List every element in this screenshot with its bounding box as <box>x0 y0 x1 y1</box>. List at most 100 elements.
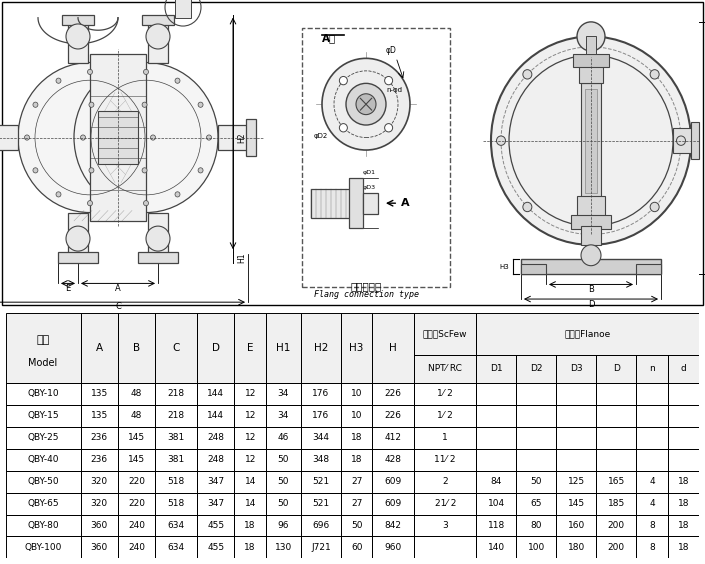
Bar <box>302 28 450 287</box>
Bar <box>341 449 372 470</box>
Bar <box>414 492 477 514</box>
Bar <box>372 536 414 558</box>
Bar <box>80 536 118 558</box>
Bar <box>266 470 301 492</box>
Bar <box>118 492 155 514</box>
Bar <box>246 119 256 156</box>
Circle shape <box>80 135 85 140</box>
Bar <box>301 470 341 492</box>
Bar <box>6 449 80 470</box>
Circle shape <box>175 192 180 197</box>
Bar <box>197 492 234 514</box>
Bar <box>80 536 118 558</box>
Bar <box>155 536 197 558</box>
Bar <box>266 492 301 514</box>
Bar <box>118 449 155 470</box>
Bar <box>155 427 197 449</box>
Circle shape <box>198 168 203 173</box>
Bar <box>234 514 266 536</box>
Bar <box>636 492 668 514</box>
Bar <box>5 10 250 292</box>
Text: 236: 236 <box>91 455 108 464</box>
Text: H2: H2 <box>237 133 246 143</box>
Bar <box>266 427 301 449</box>
Text: J721: J721 <box>311 543 331 552</box>
Bar <box>341 492 372 514</box>
Bar <box>341 470 372 492</box>
Bar <box>80 313 118 383</box>
Bar <box>596 470 636 492</box>
Text: 18: 18 <box>351 455 362 464</box>
Bar <box>301 514 341 536</box>
Bar <box>266 449 301 470</box>
Bar <box>80 427 118 449</box>
Circle shape <box>339 124 348 132</box>
Bar <box>577 196 605 217</box>
Bar <box>596 536 636 558</box>
Bar <box>118 536 155 558</box>
Bar <box>668 492 699 514</box>
Bar <box>80 470 118 492</box>
Bar <box>155 405 197 427</box>
Bar <box>636 514 668 536</box>
Bar <box>234 514 266 536</box>
Bar <box>556 427 596 449</box>
Bar <box>414 536 477 558</box>
Bar <box>477 449 516 470</box>
Circle shape <box>66 226 90 251</box>
Text: D: D <box>613 364 620 373</box>
Bar <box>668 536 699 558</box>
Bar <box>62 15 94 25</box>
Text: 218: 218 <box>168 411 185 420</box>
Text: 518: 518 <box>168 499 185 508</box>
Bar <box>636 470 668 492</box>
Bar <box>266 514 301 536</box>
Text: 50: 50 <box>278 477 289 486</box>
Circle shape <box>150 135 156 140</box>
Bar <box>197 536 234 558</box>
Text: QBY-40: QBY-40 <box>27 455 59 464</box>
Bar <box>668 383 699 405</box>
Bar <box>118 492 155 514</box>
Bar <box>68 21 88 63</box>
Text: 348: 348 <box>312 455 329 464</box>
Text: 240: 240 <box>128 521 145 530</box>
Bar <box>234 427 266 449</box>
Circle shape <box>650 202 659 212</box>
Circle shape <box>322 58 410 150</box>
Text: 18: 18 <box>245 521 256 530</box>
Bar <box>596 470 636 492</box>
Bar <box>372 536 414 558</box>
Bar <box>556 492 596 514</box>
Bar <box>118 427 155 449</box>
Bar <box>556 536 596 558</box>
Bar <box>118 313 155 383</box>
Bar <box>516 355 556 383</box>
Bar <box>234 470 266 492</box>
Circle shape <box>33 102 38 107</box>
Bar <box>155 313 197 383</box>
Bar <box>266 405 301 427</box>
Bar <box>266 405 301 427</box>
Circle shape <box>198 102 203 107</box>
Bar <box>6 383 80 405</box>
Text: 法兰式Flanoe: 法兰式Flanoe <box>565 329 611 338</box>
Bar <box>142 15 174 25</box>
Text: 185: 185 <box>608 499 625 508</box>
Bar <box>80 383 118 405</box>
Text: 11⁄ 2: 11⁄ 2 <box>434 455 456 464</box>
Bar <box>581 54 601 65</box>
Text: 518: 518 <box>168 477 185 486</box>
Bar <box>372 492 414 514</box>
Circle shape <box>33 168 38 173</box>
Text: D2: D2 <box>530 364 543 373</box>
Bar <box>477 355 516 383</box>
Bar <box>668 427 699 449</box>
Bar <box>636 492 668 514</box>
Bar <box>301 383 341 405</box>
Circle shape <box>89 168 94 173</box>
Text: 12: 12 <box>245 389 256 398</box>
Bar <box>668 449 699 470</box>
Text: 1⁄ 2: 1⁄ 2 <box>437 411 453 420</box>
Bar <box>234 427 266 449</box>
